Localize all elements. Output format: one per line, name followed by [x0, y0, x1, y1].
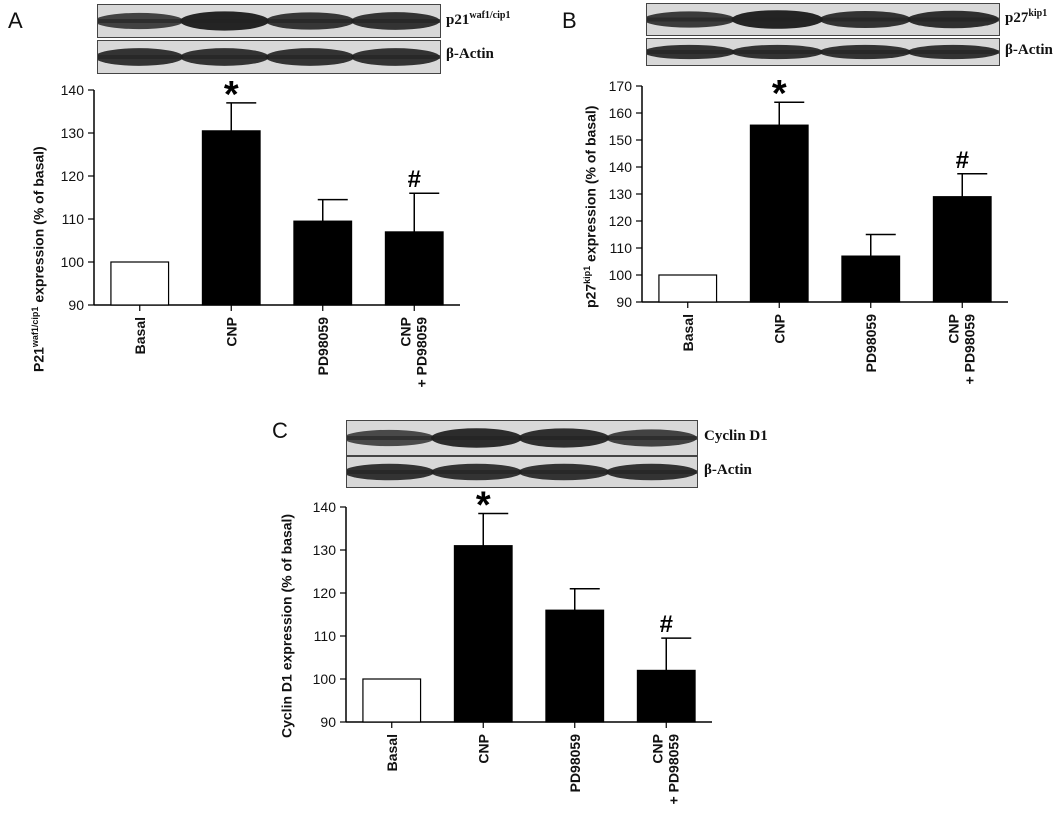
x-category-label: Basal — [680, 314, 696, 351]
y-tick-label: 120 — [313, 585, 337, 601]
blot-label-target: Cyclin D1 — [704, 428, 768, 444]
blot-image — [98, 41, 440, 73]
blot-label-actin: β-Actin — [704, 462, 752, 478]
bar-chart-b: 90 100 110 120 130 140 150 160 170 Basal * CNP PD980… — [609, 73, 1008, 385]
y-tick-label: 130 — [313, 542, 337, 558]
bar — [384, 231, 444, 306]
x-category-label: CNP — [223, 317, 239, 347]
x-category-label-line: PD98059 — [567, 734, 583, 793]
bar — [841, 255, 901, 303]
significance-asterisk: * — [476, 484, 491, 526]
western-blot-actin — [646, 38, 1000, 66]
x-category-label: PD98059 — [863, 314, 879, 373]
blot-label-target: p21waf1/cip1 — [446, 10, 511, 28]
x-category-label-line: + PD98059 — [961, 314, 977, 385]
western-blot-actin — [346, 456, 698, 488]
x-category-label: CNP — [771, 314, 787, 344]
y-tick-label: 110 — [62, 211, 85, 227]
panel-b: B p27kip1 β-Actin p27kip1 expression (% … — [530, 0, 1063, 410]
x-category-label-line: PD98059 — [863, 314, 879, 373]
blot-label-actin: β-Actin — [1005, 42, 1053, 58]
bar — [636, 669, 696, 723]
x-category-label: CNP — [475, 734, 491, 764]
y-tick-label: 90 — [616, 294, 632, 310]
x-category-label: Basal — [384, 734, 400, 771]
x-category-label: PD98059 — [315, 317, 331, 376]
y-tick-label: 140 — [313, 499, 337, 515]
y-tick-label: 110 — [314, 628, 337, 644]
panel-c: C Cyclin D1 β-Actin Cyclin D1 expression… — [250, 410, 810, 821]
x-category-label: PD98059 — [567, 734, 583, 793]
bar — [932, 196, 992, 303]
y-tick-label: 90 — [320, 714, 336, 730]
x-category-label-line: Basal — [680, 314, 696, 351]
blot-image — [647, 39, 999, 65]
x-category-label: CNP+ PD98059 — [945, 314, 977, 385]
y-tick-label: 140 — [61, 82, 85, 98]
panel-letter: B — [562, 8, 577, 33]
bar — [545, 609, 605, 723]
x-category-label-line: + PD98059 — [665, 734, 681, 805]
western-blot-target — [346, 420, 698, 456]
y-tick-label: 120 — [61, 168, 85, 184]
blot-label-target: p27kip1 — [1005, 8, 1048, 26]
x-category-label-line: Basal — [384, 734, 400, 771]
y-tick-label: 90 — [68, 297, 84, 313]
panel-a: A p21waf1/cip1 β-Actin P21waf1/cip1 expr… — [0, 0, 520, 410]
bar — [293, 220, 353, 306]
x-category-label: CNP+ PD98059 — [397, 317, 429, 388]
significance-asterisk: * — [224, 74, 239, 116]
panel-letter: A — [8, 8, 23, 33]
blot-image — [647, 4, 999, 35]
x-category-label-line: CNP — [223, 317, 239, 347]
y-tick-label: 170 — [609, 78, 633, 94]
x-category-label-line: CNP — [397, 317, 413, 347]
x-category-label: CNP+ PD98059 — [649, 734, 681, 805]
bar — [453, 545, 513, 723]
western-blot-actin — [97, 40, 441, 74]
bar — [110, 261, 170, 306]
panel-letter: C — [272, 418, 288, 443]
bar — [201, 130, 261, 306]
y-tick-label: 100 — [61, 254, 85, 270]
significance-asterisk: * — [772, 73, 787, 115]
blot-label-actin: β-Actin — [446, 46, 494, 62]
y-tick-label: 130 — [609, 186, 633, 202]
western-blot-target — [646, 3, 1000, 36]
significance-hash: # — [660, 611, 673, 638]
x-category-label-line: CNP — [945, 314, 961, 344]
western-blot-target — [97, 4, 441, 38]
x-category-label-line: CNP — [475, 734, 491, 764]
bar — [362, 678, 422, 723]
significance-hash: # — [956, 147, 969, 174]
y-tick-label: 160 — [609, 105, 633, 121]
y-tick-label: 100 — [313, 671, 337, 687]
x-category-label-line: Basal — [132, 317, 148, 354]
blot-image — [98, 5, 440, 37]
blot-image — [347, 421, 697, 455]
y-tick-label: 130 — [61, 125, 85, 141]
x-category-label-line: CNP — [771, 314, 787, 344]
bar — [658, 274, 718, 303]
y-tick-label: 140 — [609, 159, 633, 175]
significance-hash: # — [408, 166, 421, 193]
y-tick-label: 150 — [609, 132, 633, 148]
y-tick-label: 100 — [609, 267, 633, 283]
x-category-label-line: CNP — [649, 734, 665, 764]
x-category-label: Basal — [132, 317, 148, 354]
y-tick-label: 120 — [609, 213, 633, 229]
blot-image — [347, 457, 697, 487]
bar — [749, 124, 809, 303]
y-tick-label: 110 — [610, 240, 633, 256]
x-category-label-line: + PD98059 — [413, 317, 429, 388]
x-category-label-line: PD98059 — [315, 317, 331, 376]
